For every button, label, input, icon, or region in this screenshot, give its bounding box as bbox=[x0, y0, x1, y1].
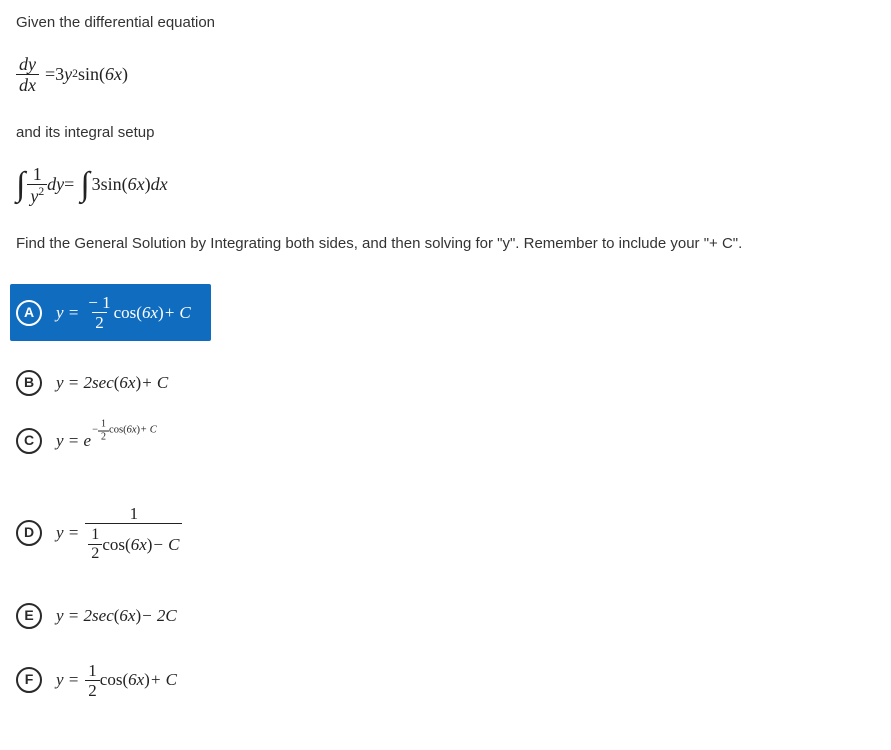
answer-option-b[interactable]: B y = 2 sec ( 6x ) + C bbox=[16, 367, 875, 399]
b-y: y = 2 bbox=[56, 371, 92, 395]
integral-sign-right: ∫ bbox=[80, 171, 89, 198]
answer-letter-f: F bbox=[16, 667, 42, 693]
equals-sign: = bbox=[45, 62, 55, 87]
e-sec: sec bbox=[92, 604, 114, 628]
differential-equation: dy dx = 3 y 2 sin ( 6x ) bbox=[16, 55, 875, 94]
answer-option-a[interactable]: A y = − 1 2 cos ( 6x ) + C bbox=[16, 284, 875, 341]
a-frac-den: 2 bbox=[92, 312, 107, 331]
a-cos: cos bbox=[114, 301, 137, 325]
e-arg: 6x bbox=[119, 604, 135, 628]
sin-function: sin bbox=[78, 62, 99, 87]
arg-6x: 6x bbox=[105, 62, 122, 87]
f-frac-num: 1 bbox=[85, 662, 100, 680]
question-prompt: Find the General Solution by Integrating… bbox=[16, 233, 875, 254]
answer-option-e[interactable]: E y = 2 sec ( 6x ) − 2C bbox=[16, 600, 875, 632]
setup-text: and its integral setup bbox=[16, 122, 875, 143]
answer-letter-c: C bbox=[16, 428, 42, 454]
answer-option-d[interactable]: D y = 1 1 2 cos ( 6x ) − C bbox=[16, 501, 875, 566]
d-outer-den: 1 2 cos ( 6x ) − C bbox=[85, 523, 182, 562]
f-arg: 6x bbox=[128, 668, 144, 692]
e-y: y = 2 bbox=[56, 604, 92, 628]
answer-letter-b: B bbox=[16, 370, 42, 396]
f-y-equals: y = bbox=[56, 668, 79, 692]
f-cos: cos bbox=[100, 668, 123, 692]
int-den-y2: y2 bbox=[27, 184, 47, 205]
b-plus-c: + C bbox=[141, 371, 168, 395]
a-plus-c: + C bbox=[164, 301, 191, 325]
answer-letter-d: D bbox=[16, 520, 42, 546]
int-coef-3: 3 bbox=[92, 172, 101, 197]
b-arg: 6x bbox=[119, 371, 135, 395]
integral-sign-left: ∫ bbox=[16, 171, 25, 198]
answer-letter-a: A bbox=[16, 300, 42, 326]
a-arg: 6x bbox=[142, 301, 158, 325]
dy-text: dy bbox=[47, 172, 64, 197]
dx-text: dx bbox=[151, 172, 168, 197]
f-plus-c: + C bbox=[150, 668, 177, 692]
int-equals: = bbox=[64, 172, 74, 197]
question-intro: Given the differential equation bbox=[16, 12, 875, 33]
close-paren: ) bbox=[122, 62, 128, 87]
e-minus-2c: − 2C bbox=[141, 604, 177, 628]
dx-denominator: dx bbox=[16, 74, 39, 94]
int-6x: 6x bbox=[128, 172, 145, 197]
f-frac-den: 2 bbox=[85, 680, 100, 699]
answers-list: A y = − 1 2 cos ( 6x ) + C B y = 2 sec (… bbox=[16, 284, 875, 703]
d-y-equals: y = bbox=[56, 521, 79, 545]
variable-y: y bbox=[64, 62, 72, 87]
c-exponent: − 1 2 cos ( 6x ) + C bbox=[92, 420, 157, 443]
answer-option-c[interactable]: C y = e − 1 2 cos ( 6x ) + C bbox=[16, 425, 875, 457]
answer-option-f[interactable]: F y = 1 2 cos ( 6x ) + C bbox=[16, 658, 875, 703]
dy-numerator: dy bbox=[16, 55, 39, 74]
a-y-equals: y = bbox=[56, 301, 79, 325]
int-num-1: 1 bbox=[30, 165, 45, 184]
answer-letter-e: E bbox=[16, 603, 42, 629]
b-sec: sec bbox=[92, 371, 114, 395]
integral-setup: ∫ 1 y2 dy = ∫ 3 sin ( 6x ) dx bbox=[16, 165, 875, 205]
a-frac-num: − 1 bbox=[85, 294, 113, 312]
int-sin: sin bbox=[101, 172, 122, 197]
c-y-equals-e: y = e bbox=[56, 429, 91, 453]
d-outer-num: 1 bbox=[127, 505, 142, 523]
coef-3: 3 bbox=[55, 62, 64, 87]
